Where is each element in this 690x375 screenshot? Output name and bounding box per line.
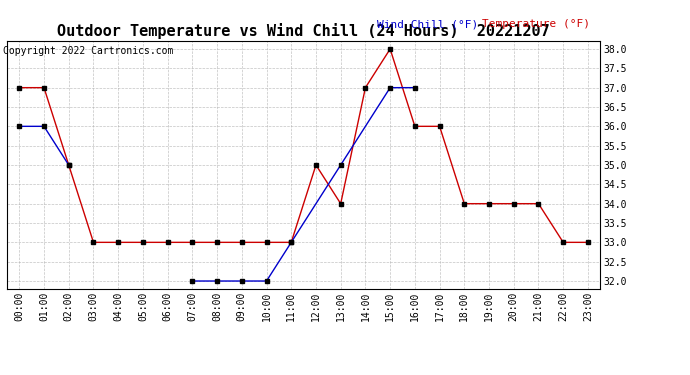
Text: Copyright 2022 Cartronics.com: Copyright 2022 Cartronics.com bbox=[3, 46, 174, 56]
Legend: Wind Chill (°F), Temperature (°F): Wind Chill (°F), Temperature (°F) bbox=[371, 15, 595, 33]
Title: Outdoor Temperature vs Wind Chill (24 Hours)  20221207: Outdoor Temperature vs Wind Chill (24 Ho… bbox=[57, 23, 550, 39]
